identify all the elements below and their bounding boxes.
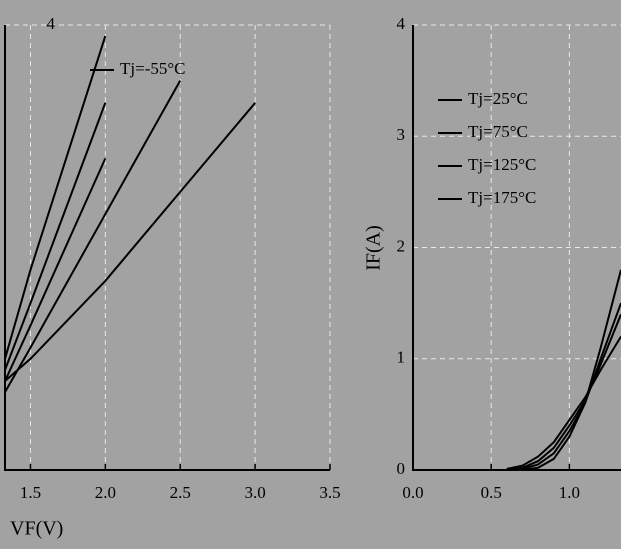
y-tick-label: 0: [397, 459, 406, 478]
legend-label: Tj=-55°C: [120, 59, 186, 78]
series-line: [4, 80, 182, 393]
y-axis-label: IF(A): [363, 225, 385, 271]
series-line: [506, 313, 621, 471]
x-tick-label: 3.0: [244, 483, 265, 502]
axis-frame: [412, 25, 621, 471]
legend-label: Tj=125°C: [468, 155, 536, 174]
legend-label: Tj=175°C: [468, 188, 536, 207]
x-tick-label: 2.5: [170, 483, 191, 502]
y-tick-label: 4: [397, 14, 406, 33]
series-line: [506, 269, 621, 471]
legend-label: Tj=25°C: [468, 89, 528, 108]
axis-frame: [4, 25, 330, 471]
series-line: [4, 102, 107, 371]
x-axis-label: VF(V): [10, 518, 63, 540]
y-tick-label: 4: [47, 14, 56, 33]
series-line: [4, 158, 107, 382]
y-tick-label: 2: [397, 236, 406, 255]
x-tick-label: 0.0: [402, 483, 423, 502]
series-line: [4, 102, 256, 382]
series-line: [506, 302, 621, 471]
x-tick-label: 1.5: [20, 483, 41, 502]
series-line: [4, 35, 107, 360]
y-tick-label: 1: [397, 348, 406, 367]
series-line: [506, 335, 621, 470]
y-tick-label: 3: [397, 125, 406, 144]
x-tick-label: 0.5: [481, 483, 502, 502]
legend-label: Tj=75°C: [468, 122, 528, 141]
x-tick-label: 3.5: [319, 483, 340, 502]
x-tick-label: 1.0: [559, 483, 580, 502]
x-tick-label: 2.0: [95, 483, 116, 502]
